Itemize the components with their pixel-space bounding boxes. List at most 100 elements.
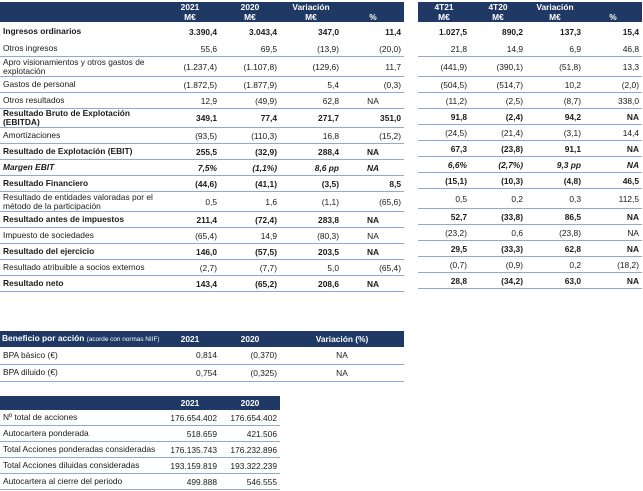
value-2020: 3.043,4 xyxy=(249,26,277,37)
value-4t20: (514,7) xyxy=(470,76,526,93)
variacion-pct: NA xyxy=(342,92,404,109)
table-row: Resultado Bruto de Explotación (EBITDA) 3… xyxy=(0,108,404,128)
q-variacion-meur: 9,3 pp xyxy=(526,156,584,173)
q-variacion-meur: 91,1 xyxy=(526,140,584,157)
header-2020: 2020 M€ xyxy=(220,2,280,22)
value-4t21: 1.027,5 xyxy=(439,26,467,37)
q-variacion-meur: (51,8) xyxy=(526,56,584,77)
variacion-meur: 16,8 xyxy=(280,127,342,144)
eps-value-2021: 0,754 xyxy=(160,364,220,382)
variacion-meur: (3,5) xyxy=(280,175,342,192)
row-label: Apro visionamientos y otros gastos de ex… xyxy=(0,56,160,77)
value-4t20: (34,2) xyxy=(470,272,526,289)
value-2021: 3.390,4 xyxy=(189,26,217,37)
shares-value-2021: 176.654.402 xyxy=(160,410,220,426)
row-label: Margen EBIT xyxy=(0,159,160,176)
value-2020: (1.107,8) xyxy=(220,56,280,77)
q-variacion-pct: (2,0) xyxy=(584,76,642,93)
q-variacion-meur: 94,2 xyxy=(526,108,584,125)
q-variacion-meur: (8,7) xyxy=(526,92,584,109)
row-label: Ingresos ordinarios xyxy=(3,26,82,36)
eps-value-2020: (0,370) xyxy=(220,347,280,365)
value-2021: (65,4) xyxy=(160,227,220,244)
value-4t21: (11,2) xyxy=(418,92,470,109)
table-row: (11,2) (2,5) (8,7) 338,0 xyxy=(418,92,642,109)
value-2021: (2,7) xyxy=(160,259,220,276)
eps-header-variacion: Variación (%) xyxy=(280,331,404,347)
shares-row: Total Acciones diluidas consideradas 193.… xyxy=(0,457,280,474)
table-row: Otros ingresos 55,6 69,5 (13,9) (20,0) xyxy=(0,41,404,57)
q-variacion-meur: 63,0 xyxy=(526,272,584,289)
quarterly-header-row: 4T21 M€ 4T20 M€ Variación M€ % xyxy=(418,2,642,22)
row-label: Resultado del ejercicio xyxy=(0,243,160,260)
variacion-pct: 351,0 xyxy=(342,108,404,128)
eps-header-2020: 2020 xyxy=(220,331,280,347)
value-4t20: (33,8) xyxy=(470,208,526,225)
variacion-meur: (80,3) xyxy=(280,227,342,244)
variacion-meur: 347,0 xyxy=(318,26,339,37)
eps-row: BPA básico (€) 0,814 (0,370) NA xyxy=(0,347,404,365)
q-variacion-pct: 14,4 xyxy=(584,124,642,141)
row-label: Resultado antes de impuestos xyxy=(0,211,160,228)
variacion-pct: (15,2) xyxy=(342,127,404,144)
header-q-variacion-pct: % xyxy=(584,2,642,22)
value-2021: (1.237,4) xyxy=(160,56,220,77)
table-row: 6,6% (2,7%) 9,3 pp NA xyxy=(418,156,642,173)
row-label: Resultado de Explotación (EBIT) xyxy=(0,143,160,160)
header-2021: 2021 M€ xyxy=(160,2,220,22)
shares-value-2021: 193.159.819 xyxy=(160,457,220,474)
table-row: Ingresos ordinarios 3.390,4 3.043,4 347,0 11… xyxy=(0,22,404,41)
value-2020: (1.877,9) xyxy=(220,76,280,93)
value-4t21: (504,5) xyxy=(418,76,470,93)
value-4t21: (441,9) xyxy=(418,56,470,77)
q-variacion-pct: NA xyxy=(584,224,642,241)
table-row: Gastos de personal (1.872,5) (1.877,9) 5,4(… xyxy=(0,76,404,93)
variacion-meur: 283,8 xyxy=(280,211,342,228)
variacion-pct: 11,7 xyxy=(342,56,404,77)
table-row: 29,5 (33,3) 62,8 NA xyxy=(418,240,642,257)
q-variacion-pct: NA xyxy=(584,140,642,157)
table-row: (441,9) (390,1) (51,8) 13,3 xyxy=(418,56,642,77)
value-2020: (41,1) xyxy=(220,175,280,192)
value-2021: 7,5% xyxy=(160,159,220,176)
variacion-meur: (13,9) xyxy=(280,41,342,57)
q-variacion-pct: 46,5 xyxy=(584,172,642,189)
shares-row: Nº total de acciones 176.654.402 176.654.4… xyxy=(0,410,280,426)
q-variacion-pct: NA xyxy=(584,208,642,225)
value-2020: (110,3) xyxy=(220,127,280,144)
q-variacion-meur: 6,9 xyxy=(526,41,584,57)
value-2021: 255,5 xyxy=(160,143,220,160)
header-variacion-meur: Variación M€ xyxy=(280,2,342,22)
variacion-meur: 208,6 xyxy=(280,275,342,292)
value-2020: (49,9) xyxy=(220,92,280,109)
value-4t21: 67,3 xyxy=(418,140,470,157)
row-label: Otros ingresos xyxy=(0,41,160,57)
table-row: Resultado Financiero (44,6) (41,1) (3,5) 8,5 xyxy=(0,175,404,192)
q-variacion-meur: (23,8) xyxy=(526,224,584,241)
table-row: 91,8 (2,4) 94,2 NA xyxy=(418,108,642,125)
shares-value-2020: 193.322.239 xyxy=(220,457,280,474)
q-variacion-pct: NA xyxy=(584,272,642,289)
eps-value-2021: 0,814 xyxy=(160,347,220,365)
header-4t20: 4T20 M€ xyxy=(470,2,526,22)
q-variacion-meur: (3,1) xyxy=(526,124,584,141)
value-2020: (7,7) xyxy=(220,259,280,276)
value-2020: (32,9) xyxy=(220,143,280,160)
variacion-pct: NA xyxy=(342,243,404,260)
value-4t21: 0,5 xyxy=(418,188,470,209)
row-label: Resultado Financiero xyxy=(0,175,160,192)
value-4t21: (0,7) xyxy=(418,256,470,273)
eps-variacion: NA xyxy=(280,347,404,365)
variacion-pct: 11,4 xyxy=(385,26,401,37)
row-label: Autocartera ponderada xyxy=(0,425,160,442)
value-2021: 146,0 xyxy=(160,243,220,260)
q-variacion-pct: 46,8 xyxy=(584,41,642,57)
value-2020: 77,4 xyxy=(220,108,280,128)
q-variacion-pct: NA xyxy=(584,108,642,125)
header-4t21: 4T21 M€ xyxy=(418,2,470,22)
value-2021: 211,4 xyxy=(160,211,220,228)
row-label: Total Acciones diluidas consideradas xyxy=(0,457,160,474)
value-2020: 1,6 xyxy=(220,191,280,212)
q-variacion-pct: (18,2) xyxy=(584,256,642,273)
value-4t20: 14,9 xyxy=(470,41,526,57)
